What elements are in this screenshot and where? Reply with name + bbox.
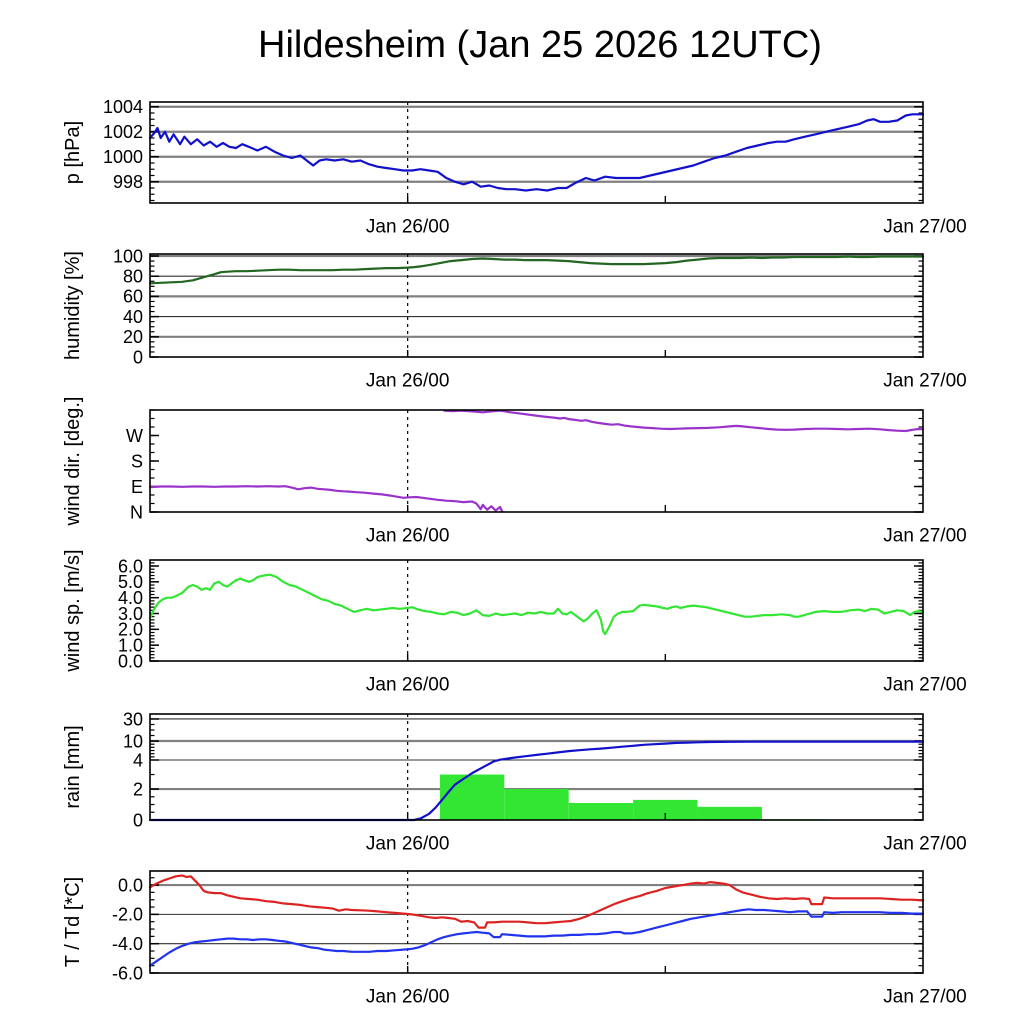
x-axis-labels: Jan 26/00 Jan 27/00 — [366, 834, 967, 855]
svg-text:1.0: 1.0 — [118, 635, 143, 655]
y-tick-labels: 998 1000 1002 1004 — [103, 97, 143, 192]
y-tick-labels: 0.01.02.03.04.05.06.0 — [118, 556, 143, 671]
svg-text:2.0: 2.0 — [118, 620, 143, 640]
svg-text:998: 998 — [113, 172, 143, 192]
x-axis-labels: Jan 26/00 Jan 27/00 — [366, 987, 967, 1008]
svg-text:Jan 26/00: Jan 26/00 — [366, 526, 449, 547]
svg-text:N: N — [130, 502, 143, 522]
svg-text:Jan 27/00: Jan 27/00 — [883, 675, 966, 696]
svg-text:S: S — [131, 451, 143, 471]
svg-text:20: 20 — [123, 327, 143, 347]
y-ticks — [150, 106, 923, 202]
panel-frame — [149, 559, 924, 662]
x-axis-labels: Jan 26/00 Jan 27/00 — [366, 526, 967, 547]
gridlines — [150, 883, 923, 945]
svg-text:1000: 1000 — [103, 147, 143, 167]
gridlines — [150, 105, 923, 183]
svg-text:4: 4 — [133, 750, 143, 770]
panel-frame — [149, 253, 924, 358]
svg-text:3.0: 3.0 — [118, 604, 143, 624]
x-axis-labels: Jan 26/00 Jan 27/00 — [366, 217, 967, 238]
y-axis-label-wind-speed: wind sp. [m/s] — [62, 549, 84, 672]
svg-text:60: 60 — [123, 287, 143, 307]
svg-text:Jan 26/00: Jan 26/00 — [366, 987, 449, 1008]
svg-text:10: 10 — [123, 731, 143, 751]
svg-text:Jan 27/00: Jan 27/00 — [883, 371, 966, 392]
svg-text:-4.0: -4.0 — [112, 934, 143, 954]
svg-text:1004: 1004 — [103, 97, 143, 117]
y-tick-labels: 0.0 -2.0 -4.0 -6.0 — [112, 875, 143, 983]
svg-text:0: 0 — [133, 810, 143, 830]
panel-temperature: 0.0-2.0-4.0-6.0T / Td [*C]Jan 26/00 Jan 2… — [62, 870, 967, 1008]
x-axis-labels: Jan 26/00 Jan 27/00 — [366, 371, 967, 392]
panel-frame — [149, 713, 924, 821]
svg-text:Jan 27/00: Jan 27/00 — [883, 987, 966, 1008]
y-axis-label-temperature: T / Td [*C] — [62, 877, 84, 967]
x-axis-labels: Jan 26/00 Jan 27/00 — [366, 675, 967, 696]
svg-text:Jan 26/00: Jan 26/00 — [366, 371, 449, 392]
page-title: Hildesheim (Jan 25 2026 12UTC) — [258, 24, 822, 66]
svg-text:Jan 26/00: Jan 26/00 — [366, 217, 449, 238]
panel-frame — [149, 409, 924, 513]
svg-text:-2.0: -2.0 — [112, 905, 143, 925]
temperature-T — [148, 874, 925, 929]
dewpoint-Td — [148, 908, 925, 967]
svg-text:30: 30 — [123, 709, 143, 729]
rain-3h-accumulation-bars — [439, 774, 827, 820]
svg-text:100: 100 — [113, 246, 143, 266]
humidity — [148, 255, 925, 285]
y-axis-label-pressure: p [hPa] — [62, 121, 84, 184]
svg-text:5.0: 5.0 — [118, 572, 143, 592]
panel-frame — [149, 870, 924, 974]
svg-text:Jan 26/00: Jan 26/00 — [366, 834, 449, 855]
panel-frame — [149, 101, 924, 204]
svg-text:0: 0 — [133, 347, 143, 367]
svg-text:0.0: 0.0 — [118, 875, 143, 895]
svg-text:E: E — [131, 477, 143, 497]
svg-text:Jan 27/00: Jan 27/00 — [883, 217, 966, 238]
wind-direction-east-segment — [148, 485, 504, 513]
svg-text:1002: 1002 — [103, 122, 143, 142]
wind-speed — [148, 573, 925, 636]
y-axis-label-wind-direction: wind dir. [deg.] — [62, 397, 84, 527]
svg-text:0.0: 0.0 — [118, 651, 143, 671]
gridlines — [150, 254, 923, 338]
y-ticks — [150, 409, 923, 513]
panel-pressure: 998 1000 1002 1004 p [hPa] Jan 26/00 Jan 27/00 — [62, 97, 967, 238]
y-axis-label-rain: rain [mm] — [62, 725, 84, 808]
svg-text:Jan 26/00: Jan 26/00 — [366, 675, 449, 696]
pressure — [148, 113, 925, 192]
svg-text:W: W — [126, 426, 143, 446]
svg-text:Jan 27/00: Jan 27/00 — [883, 834, 966, 855]
wind-direction-west-segment — [443, 409, 925, 433]
y-axis-label-humidity: humidity [%] — [62, 251, 84, 360]
svg-text:6.0: 6.0 — [118, 556, 143, 576]
svg-text:Jan 27/00: Jan 27/00 — [883, 526, 966, 547]
panel-wind-speed: 0.01.02.03.04.05.06.0 wind sp. [m/s] Jan 2… — [62, 549, 967, 695]
svg-text:2: 2 — [133, 779, 143, 799]
svg-text:80: 80 — [123, 267, 143, 287]
svg-text:40: 40 — [123, 307, 143, 327]
y-ticks — [150, 877, 923, 974]
svg-text:4.0: 4.0 — [118, 588, 143, 608]
svg-text:-6.0: -6.0 — [112, 963, 143, 983]
